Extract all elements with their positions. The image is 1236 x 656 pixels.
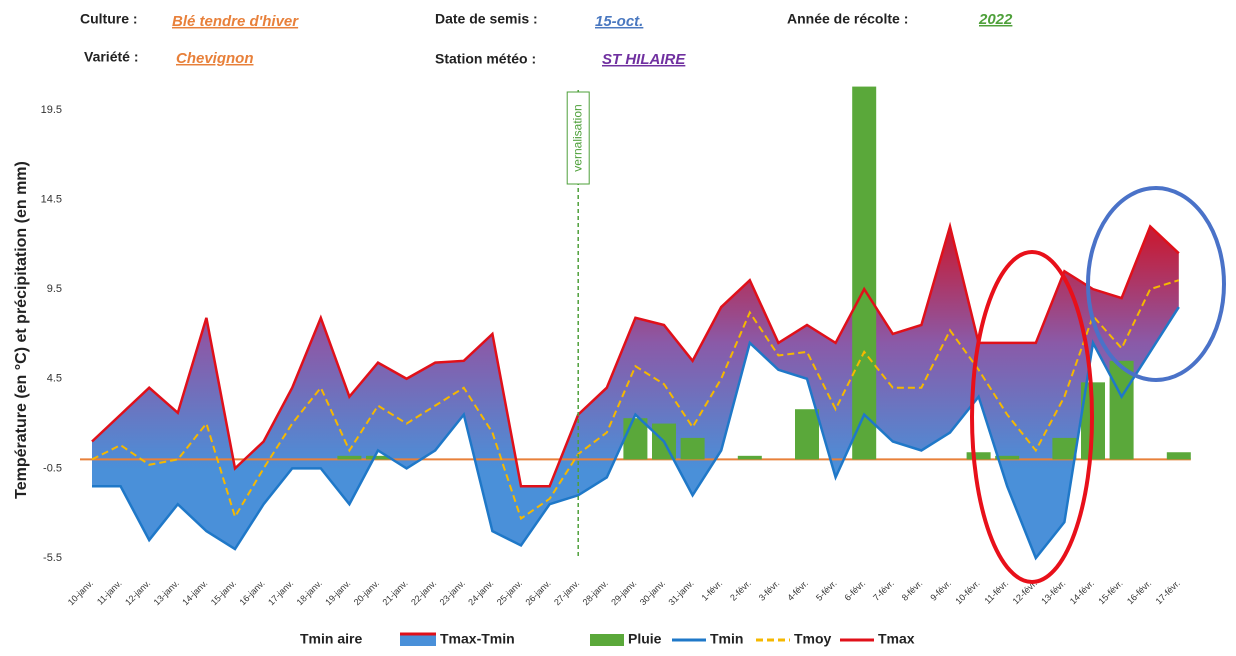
rain-bar bbox=[1166, 452, 1191, 460]
x-tick-label: 11-févr. bbox=[982, 578, 1010, 606]
x-tick-label: 10-févr. bbox=[953, 578, 981, 606]
x-tick-label: 17-févr. bbox=[1154, 578, 1182, 606]
x-tick-label: 16-févr. bbox=[1125, 578, 1153, 606]
y-axis-label: Température (en °C) et précipitation (en… bbox=[13, 161, 30, 499]
x-tick-label: 3-févr. bbox=[757, 578, 782, 603]
vernalisation-box bbox=[566, 91, 590, 185]
x-tick-label: 15-janv. bbox=[209, 578, 238, 607]
x-tick-label: 21-janv. bbox=[380, 578, 409, 607]
x-tick-label: 24-janv. bbox=[466, 578, 495, 607]
rain-bar bbox=[737, 455, 762, 460]
x-tick-label: 13-janv. bbox=[152, 578, 181, 607]
line-tmax bbox=[91, 221, 1180, 488]
line-tmoy bbox=[91, 279, 1180, 521]
rain-bar bbox=[852, 86, 877, 460]
highlight-red bbox=[970, 250, 1094, 584]
x-tick-label: 19-janv. bbox=[323, 578, 352, 607]
rain-bar bbox=[680, 437, 705, 460]
legend: Tmin aire Tmax-Tmin Pluie Tmin Tmoy Tmax bbox=[300, 631, 915, 647]
rain-bar bbox=[1052, 437, 1077, 460]
x-tick-label: 5-févr. bbox=[814, 578, 839, 603]
rain-bar bbox=[337, 455, 362, 460]
x-tick-label: 31-janv. bbox=[666, 578, 695, 607]
rain-bar bbox=[966, 452, 991, 460]
x-tick-label: 11-janv. bbox=[95, 578, 124, 607]
station-label: Station météo : bbox=[435, 51, 536, 67]
recolte: 2022 bbox=[978, 11, 1013, 28]
x-tick-label: 26-janv. bbox=[523, 578, 552, 607]
y-tick-label: -0.5 bbox=[43, 462, 62, 474]
x-tick-label: 14-janv. bbox=[180, 578, 209, 607]
x-tick-label: 15-févr. bbox=[1096, 578, 1124, 606]
x-tick-label: 25-janv. bbox=[495, 578, 524, 607]
x-tick-label: 1-févr. bbox=[700, 578, 725, 603]
y-tick-label: 9.5 bbox=[47, 283, 62, 295]
y-tick-label: 14.5 bbox=[41, 193, 62, 205]
x-tick-label: 6-févr. bbox=[843, 578, 868, 603]
x-tick-label: 18-janv. bbox=[295, 578, 324, 607]
rain-bar bbox=[366, 455, 390, 460]
rain-bar bbox=[623, 418, 648, 460]
plot: -5.5 -0.5 4.5 9.5 14.5 19.5 10-janv. 11-janv. 12… bbox=[41, 86, 1191, 607]
rain-bar bbox=[795, 409, 819, 460]
highlight-blue bbox=[1086, 186, 1226, 382]
x-tick-label: 10-janv. bbox=[66, 578, 95, 607]
rain-bar bbox=[995, 455, 1020, 460]
line-tmin bbox=[92, 306, 1180, 561]
y-tick-label: 4.5 bbox=[47, 373, 62, 385]
x-tick-label: 27-janv. bbox=[552, 578, 581, 607]
y-tick-label: 19.5 bbox=[41, 104, 62, 116]
legend-swatch bbox=[590, 634, 624, 646]
x-tick-label: 20-janv. bbox=[352, 578, 381, 607]
legend-swatch bbox=[400, 634, 436, 646]
x-tick-label: 2-févr. bbox=[728, 578, 753, 603]
x-tick-label: 28-janv. bbox=[581, 578, 610, 607]
x-tick-label: 12-janv. bbox=[123, 578, 152, 607]
x-tick-label: 22-janv. bbox=[409, 578, 438, 607]
x-tick-label: 16-janv. bbox=[237, 578, 266, 607]
variete: Chevignon bbox=[176, 50, 254, 67]
legend-label: Tmax-Tmin bbox=[440, 631, 515, 647]
station: ST HILAIRE bbox=[602, 51, 686, 68]
x-tick-label: 30-janv. bbox=[638, 578, 667, 607]
x-tick-label: 13-févr. bbox=[1039, 578, 1067, 606]
vernalisation-label: vernalisation bbox=[570, 104, 584, 171]
legend-label: Tmax bbox=[878, 631, 915, 647]
y-tick-label: -5.5 bbox=[43, 552, 62, 564]
x-tick-label: 23-janv. bbox=[438, 578, 467, 607]
semis-label: Date de semis : bbox=[435, 11, 538, 27]
culture: Blé tendre d'hiver bbox=[172, 13, 299, 30]
x-tick-label: 7-févr. bbox=[871, 578, 896, 603]
x-tick-label: 14-févr. bbox=[1068, 578, 1096, 606]
rain-bar bbox=[1109, 360, 1134, 460]
x-tick-label: 8-févr. bbox=[900, 578, 925, 603]
x-tick-label: 17-janv. bbox=[266, 578, 295, 607]
legend-label: Tmin aire bbox=[300, 631, 362, 647]
variete-label: Variété : bbox=[84, 49, 138, 65]
legend-label: Tmoy bbox=[794, 631, 832, 647]
semis: 15-oct. bbox=[595, 13, 643, 30]
recolte-label: Année de récolte : bbox=[787, 11, 908, 27]
legend-label: Tmin bbox=[710, 631, 743, 647]
legend-label: Pluie bbox=[628, 631, 662, 647]
x-tick-label: 29-janv. bbox=[609, 578, 638, 607]
x-tick-label: 9-févr. bbox=[928, 578, 953, 603]
culture-label: Culture : bbox=[80, 11, 138, 27]
x-tick-label: 4-févr. bbox=[785, 578, 810, 603]
